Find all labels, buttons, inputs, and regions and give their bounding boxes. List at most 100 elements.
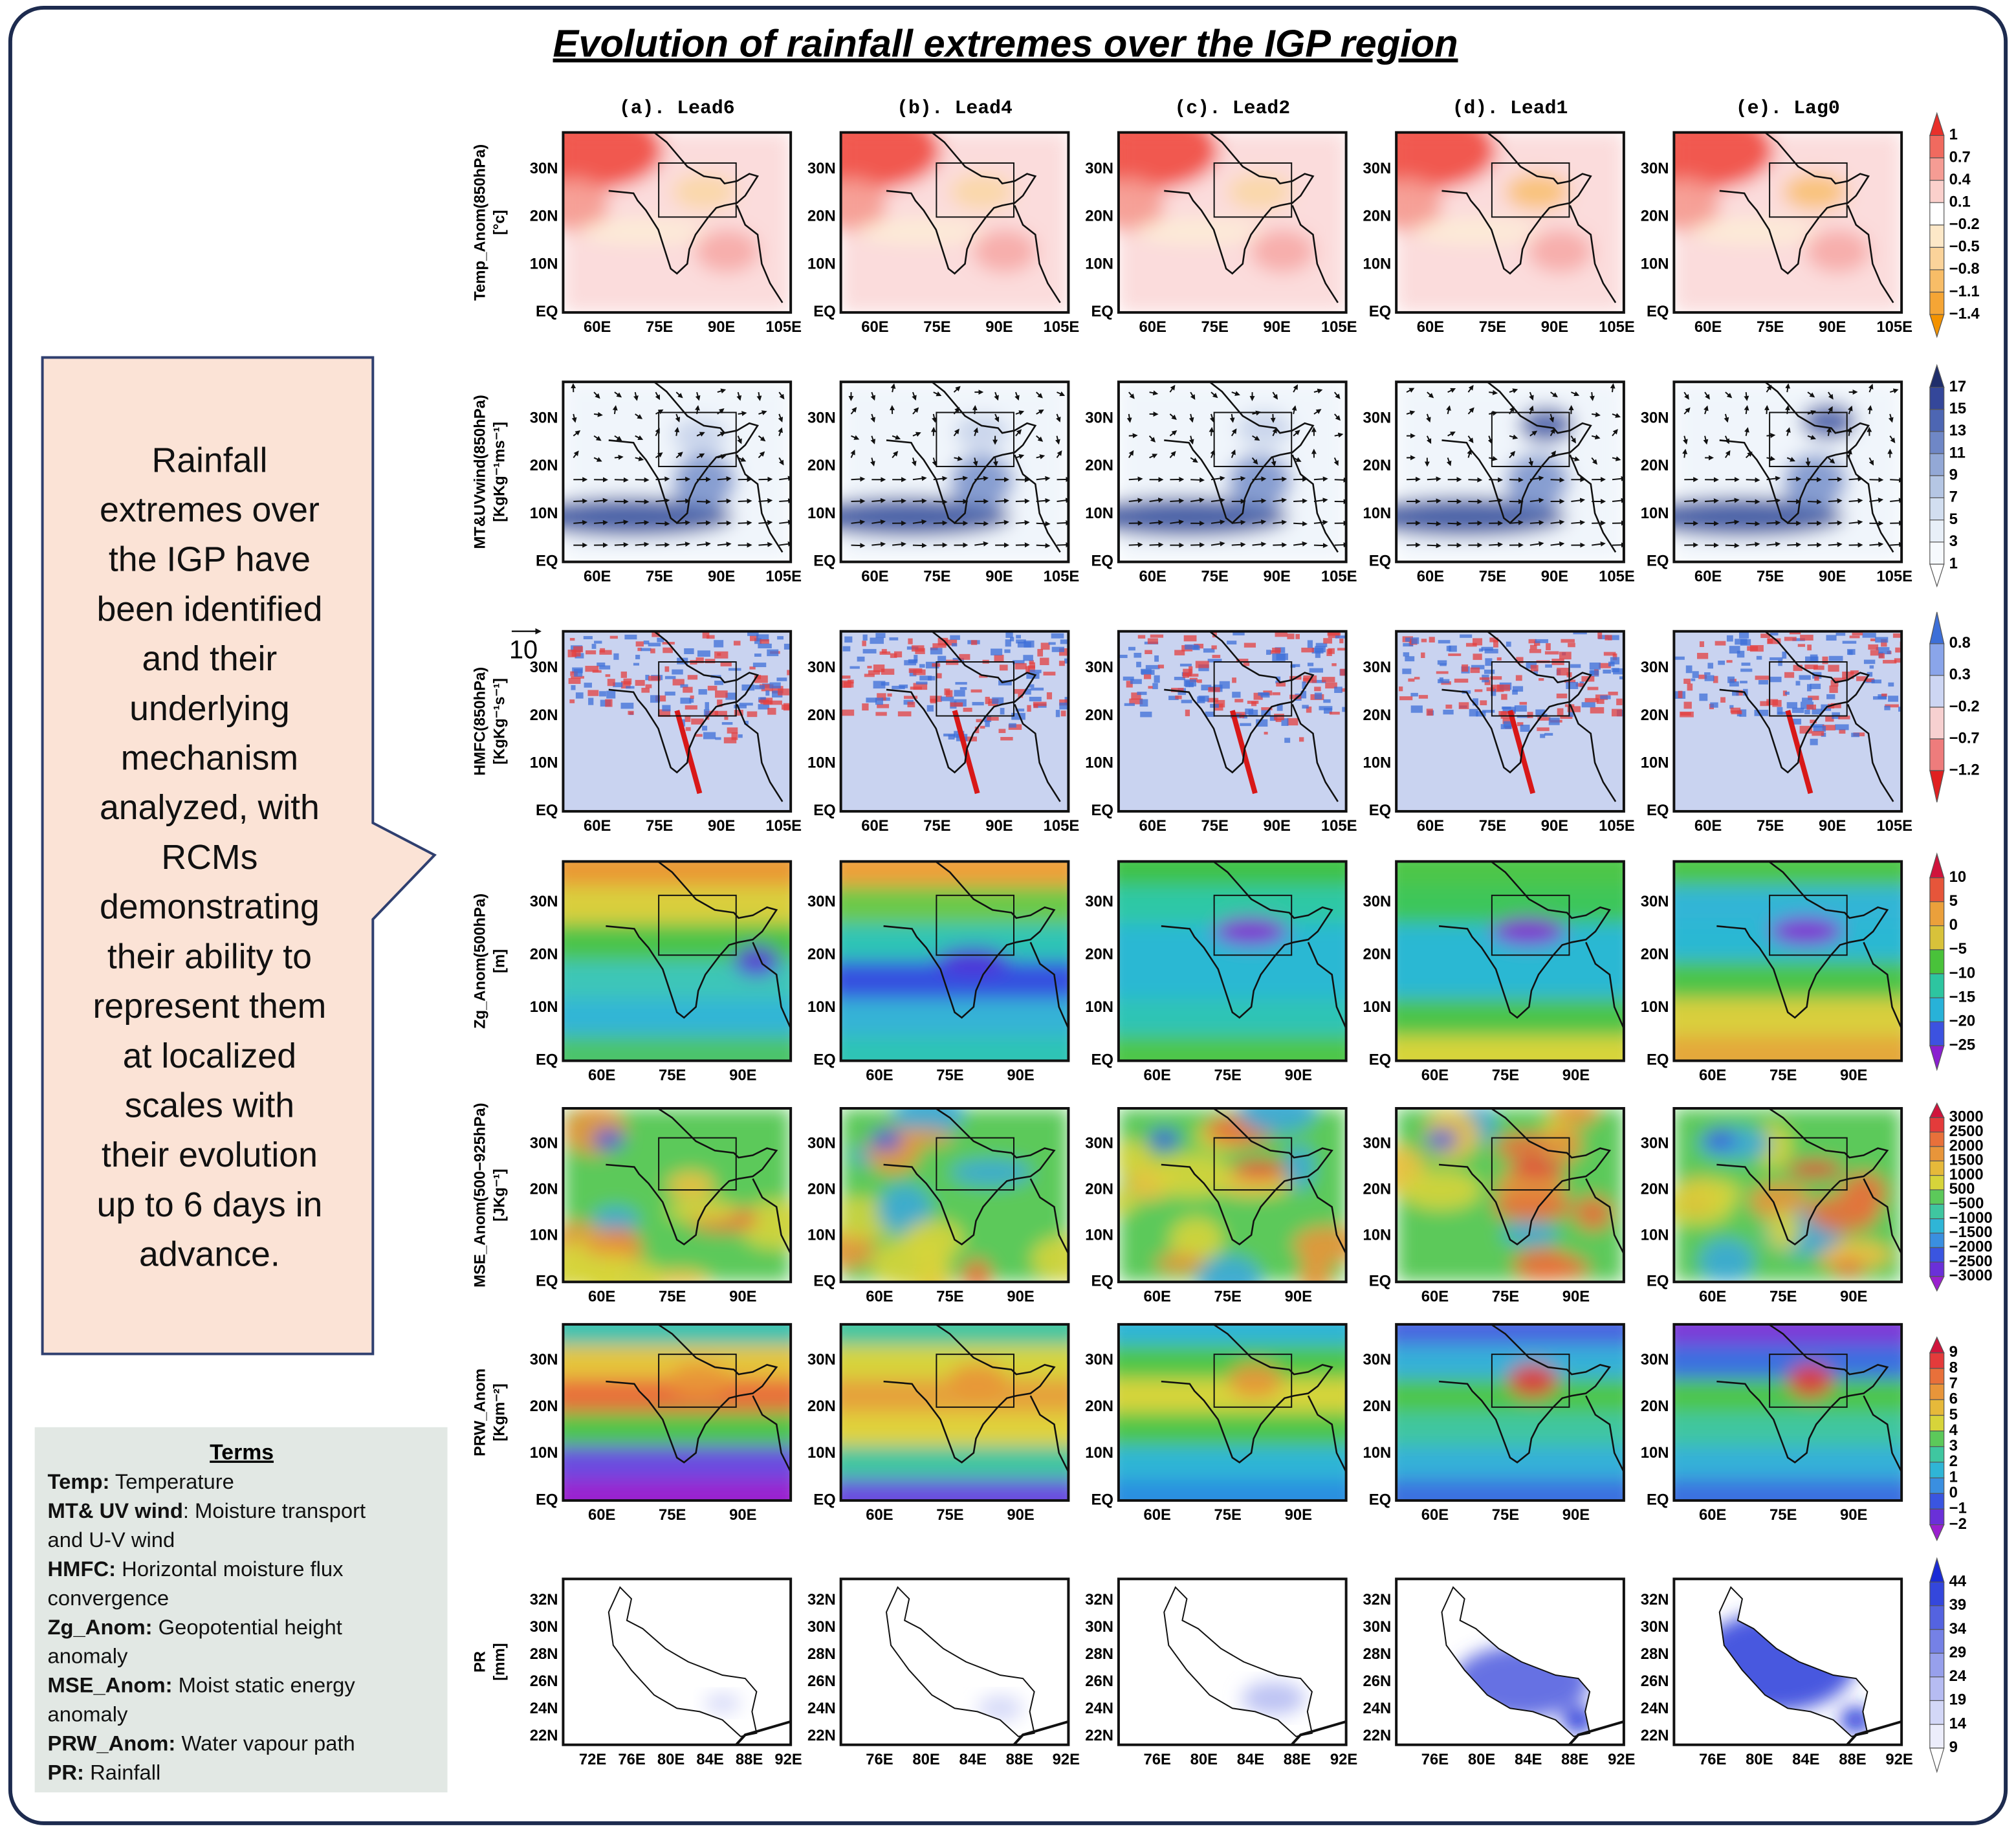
map-shade bbox=[1041, 642, 1050, 650]
map-shade bbox=[1782, 652, 1786, 659]
colorbar-swatch bbox=[1930, 998, 1944, 1022]
map-shade bbox=[599, 650, 611, 655]
colorbar-swatch bbox=[1930, 203, 1944, 225]
map-shade bbox=[910, 686, 922, 690]
x-tick-label: 105E bbox=[1599, 568, 1635, 586]
map-field bbox=[1661, 849, 1914, 1079]
map-shade bbox=[1484, 670, 1495, 674]
y-tick-label: EQ bbox=[536, 1051, 558, 1069]
map-shade bbox=[959, 654, 970, 660]
map-panel bbox=[1104, 1089, 1363, 1304]
y-tick-label: 10N bbox=[1085, 1444, 1113, 1462]
map-shade bbox=[1610, 657, 1619, 664]
y-tick-label: 20N bbox=[1085, 208, 1113, 225]
map-shade bbox=[1114, 1140, 1152, 1175]
y-tick-label: 10N bbox=[1363, 1226, 1391, 1244]
map-shade bbox=[1244, 643, 1256, 648]
map-shade bbox=[862, 703, 868, 710]
colorbar-swatch bbox=[1930, 410, 1944, 432]
colorbar-label: 4 bbox=[1949, 1421, 1958, 1439]
colorbar-label: 6 bbox=[1949, 1390, 1958, 1408]
y-tick-label: 22N bbox=[1085, 1727, 1113, 1744]
map-shade bbox=[912, 645, 924, 652]
x-tick-label: 105E bbox=[1321, 817, 1357, 835]
map-shade bbox=[919, 664, 925, 668]
map-shade bbox=[1154, 675, 1160, 683]
map-shade bbox=[1570, 664, 1581, 668]
x-tick-label: 75E bbox=[646, 817, 673, 835]
wind-arrow bbox=[1746, 523, 1759, 524]
map-shade bbox=[722, 722, 733, 725]
map-shade bbox=[636, 641, 644, 646]
map-panel bbox=[828, 849, 1083, 1079]
map-shade bbox=[1739, 632, 1749, 639]
map-shade bbox=[1814, 676, 1819, 681]
map-shade bbox=[1740, 668, 1752, 672]
x-tick-label: 75E bbox=[1492, 1288, 1519, 1305]
map-shade bbox=[1661, 1379, 1914, 1418]
map-shade bbox=[1276, 683, 1286, 686]
colorbar-label: −15 bbox=[1949, 988, 1975, 1005]
map-shade bbox=[875, 697, 883, 705]
map-shade bbox=[1557, 708, 1564, 716]
map-shade bbox=[1052, 647, 1064, 652]
map-shade bbox=[765, 690, 769, 696]
y-tick-label: 10N bbox=[1363, 754, 1391, 772]
colorbar-label: 29 bbox=[1949, 1643, 1967, 1661]
y-tick-label: 20N bbox=[530, 1180, 558, 1198]
x-tick-label: 90E bbox=[1007, 1506, 1034, 1524]
map-shade bbox=[1150, 635, 1163, 638]
y-tick-label: 10N bbox=[530, 255, 558, 272]
wind-arrow bbox=[635, 501, 648, 502]
map-shade bbox=[1879, 653, 1885, 659]
map-shade bbox=[1604, 652, 1616, 656]
y-tick-label: 20N bbox=[807, 946, 836, 963]
rain-field bbox=[1242, 1682, 1305, 1715]
map-shade bbox=[875, 712, 886, 716]
map-shade bbox=[1227, 641, 1236, 644]
x-tick-label: 90E bbox=[729, 1288, 756, 1305]
map-shade bbox=[1233, 632, 1244, 635]
map-shade bbox=[1836, 633, 1846, 636]
map-field bbox=[1362, 382, 1624, 562]
map-shade bbox=[1493, 640, 1498, 647]
y-tick-label: 20N bbox=[807, 457, 836, 474]
colorbar-swatch bbox=[1930, 1478, 1944, 1493]
map-shade bbox=[1408, 679, 1414, 682]
map-shade bbox=[576, 692, 584, 699]
map-shade bbox=[662, 705, 670, 712]
map-shade bbox=[992, 697, 1003, 704]
map-shade bbox=[936, 947, 1009, 975]
term-line: PR: Rainfall bbox=[48, 1760, 161, 1784]
x-tick-label: 60E bbox=[588, 1506, 615, 1524]
colorbar-swatch bbox=[1930, 520, 1944, 542]
row-label: Zg_Anom(500hPa) bbox=[472, 894, 489, 1029]
colorbar-label: −1.4 bbox=[1949, 305, 1980, 322]
term: PR: bbox=[48, 1760, 84, 1784]
y-tick-label: 22N bbox=[1363, 1727, 1391, 1744]
map-shade bbox=[1888, 696, 1898, 701]
map-shade bbox=[1720, 697, 1726, 703]
y-tick-label: 30N bbox=[1641, 1351, 1669, 1368]
map-shade bbox=[1462, 664, 1468, 672]
y-tick-label: 30N bbox=[807, 1618, 836, 1636]
y-tick-label: 10N bbox=[1641, 255, 1669, 272]
map-shade bbox=[941, 697, 954, 701]
map-shade bbox=[1683, 679, 1691, 684]
x-tick-label: 60E bbox=[584, 817, 611, 835]
map-shade bbox=[683, 687, 692, 693]
map-shade bbox=[1331, 663, 1336, 666]
x-tick-label: 84E bbox=[1792, 1751, 1819, 1768]
y-tick-label: 30N bbox=[1363, 1618, 1391, 1636]
y-tick-label: 28N bbox=[1085, 1645, 1113, 1663]
row-label: [mm] bbox=[490, 1643, 508, 1680]
map-shade bbox=[1040, 658, 1049, 665]
map-shade bbox=[1755, 675, 1769, 679]
map-shade bbox=[873, 681, 886, 688]
term-line: Temp: Temperature bbox=[48, 1469, 234, 1493]
y-tick-label: EQ bbox=[1091, 802, 1113, 819]
colorbar-swatch bbox=[1930, 1176, 1944, 1190]
y-tick-label: 10N bbox=[1085, 998, 1113, 1016]
colorbar-label: 24 bbox=[1949, 1667, 1967, 1685]
map-shade bbox=[1686, 665, 1693, 673]
